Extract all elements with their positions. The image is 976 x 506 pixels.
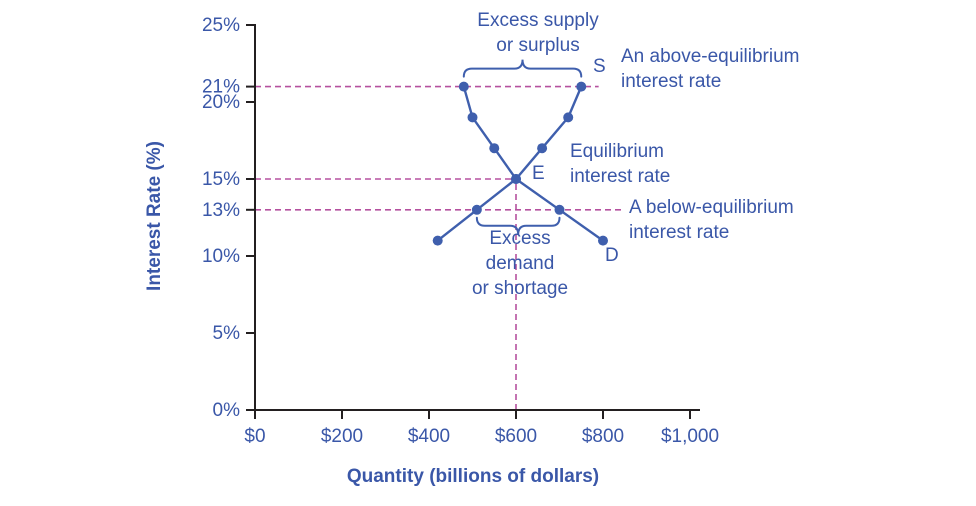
excess-supply-annotation: Excess supply or surplus — [440, 8, 636, 58]
excess-demand-line-1: Excess — [489, 228, 551, 249]
supply-curve — [436, 86, 583, 242]
excess-demand-annotation: Excess demand or shortage — [446, 226, 594, 301]
y-tick-label-21: 21% — [202, 77, 240, 98]
x-axis-title: Quantity (billions of dollars) — [346, 466, 600, 487]
above-equilibrium-annotation: An above-equilibrium interest rate — [621, 44, 800, 94]
demand-curve — [462, 86, 604, 242]
x-tick-label-800: $800 — [582, 426, 624, 447]
supply-point — [432, 235, 443, 246]
excess-demand-line-2: demand — [485, 253, 555, 275]
y-axis-title: Interest Rate (%) — [144, 141, 165, 291]
above-equilibrium-line-2: interest rate — [621, 71, 722, 93]
equilibrium-line-1: Equilibrium — [570, 141, 664, 162]
equilibrium-annotation: Equilibrium interest rate — [570, 139, 670, 189]
brace-down — [475, 216, 561, 235]
x-tick-label-600: $600 — [495, 426, 537, 447]
demand-point — [511, 174, 521, 184]
x-tick-label-0: $0 — [244, 426, 265, 447]
brace-up — [462, 59, 583, 78]
supply-curve-label: S — [593, 56, 606, 77]
excess-supply-line-1: Excess supply — [477, 10, 599, 31]
supply-point — [471, 204, 482, 215]
demand-point — [489, 143, 500, 154]
supply-point — [563, 112, 574, 123]
excess-supply-line-2: or surplus — [496, 35, 580, 57]
supply-point — [537, 143, 548, 154]
equilibrium-point-label: E — [532, 163, 545, 184]
y-tick-label-10: 10% — [202, 246, 240, 267]
y-tick-label-20: 20% — [202, 92, 240, 113]
y-tick-label-13: 13% — [202, 200, 240, 221]
demand-point — [458, 81, 469, 92]
y-tick-label-25: 25% — [202, 15, 240, 36]
demand-point — [554, 204, 565, 215]
below-equilibrium-line-2: interest rate — [629, 222, 730, 244]
below-equilibrium-annotation: A below-equilibrium interest rate — [629, 195, 794, 245]
x-tick-label-1000: $1,000 — [661, 426, 719, 447]
x-tick-label-200: $200 — [321, 426, 363, 447]
y-tick-label-5: 5% — [213, 323, 241, 344]
excess-demand-line-3: or shortage — [471, 278, 569, 300]
demand-curve-label: D — [605, 245, 619, 266]
demand-point — [467, 112, 478, 123]
equilibrium-line-2: interest rate — [570, 166, 671, 188]
above-equilibrium-line-1: An above-equilibrium — [621, 46, 800, 67]
supply-point — [576, 81, 587, 92]
y-tick-label-15: 15% — [202, 169, 240, 190]
y-tick-label-0: 0% — [213, 400, 241, 421]
x-tick-label-400: $400 — [408, 426, 450, 447]
below-equilibrium-line-1: A below-equilibrium — [629, 197, 794, 218]
demand-point — [598, 235, 608, 246]
